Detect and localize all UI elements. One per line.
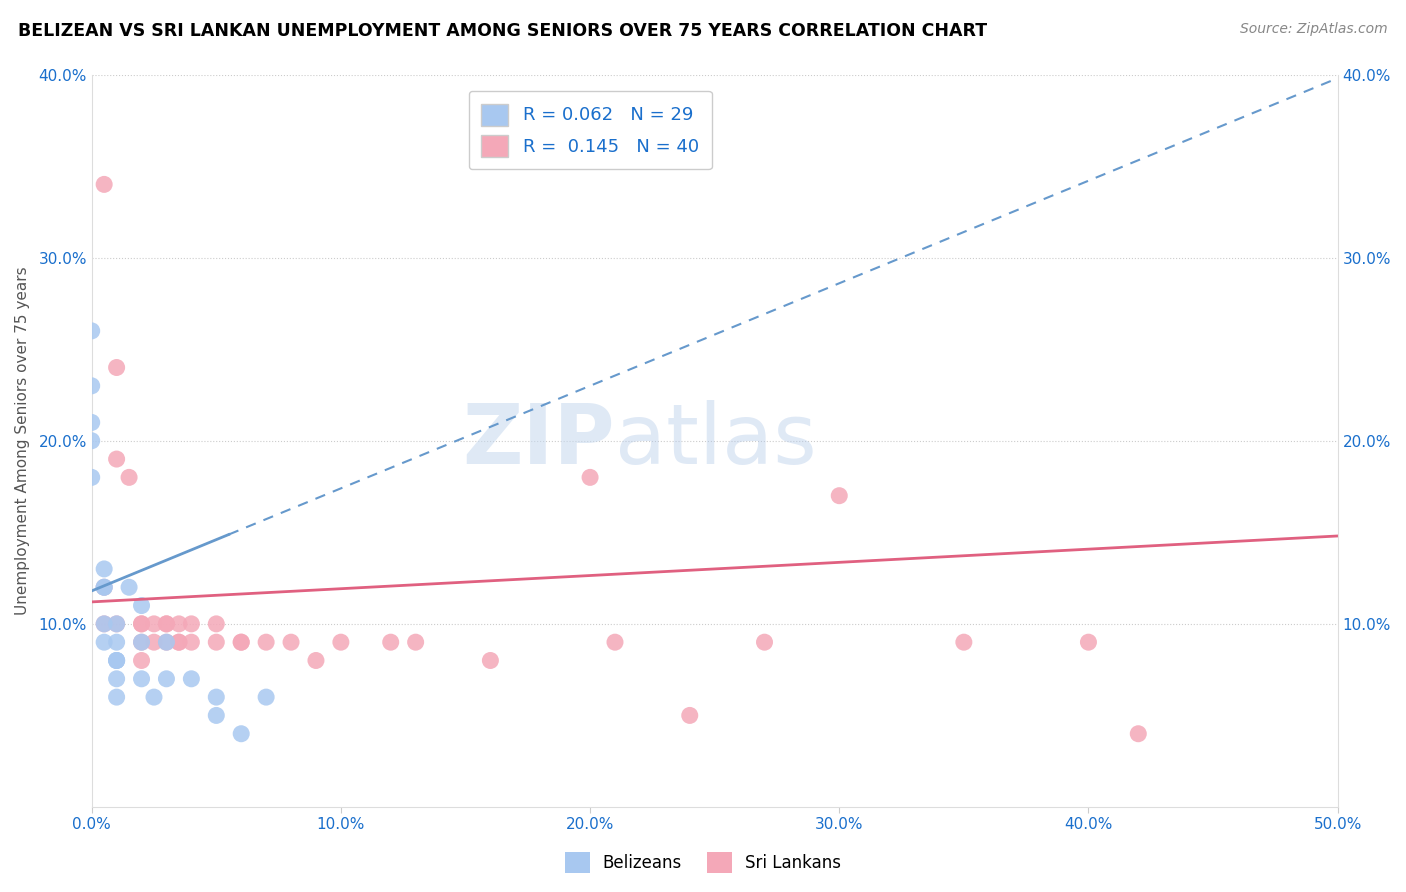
- Point: [105, 616, 128, 631]
- Point: [679, 708, 702, 723]
- Point: [205, 690, 228, 705]
- Point: [105, 635, 128, 649]
- Text: Source: ZipAtlas.com: Source: ZipAtlas.com: [1240, 22, 1388, 37]
- Point: [118, 580, 141, 594]
- Point: [405, 635, 427, 649]
- Point: [479, 653, 502, 667]
- Point: [105, 653, 128, 667]
- Point: [1077, 635, 1099, 649]
- Point: [105, 653, 128, 667]
- Point: [380, 635, 402, 649]
- Point: [205, 708, 228, 723]
- Point: [254, 690, 277, 705]
- Point: [80, 379, 103, 393]
- Point: [80, 416, 103, 430]
- Point: [231, 635, 253, 649]
- Point: [131, 616, 153, 631]
- Point: [93, 616, 115, 631]
- Point: [93, 580, 115, 594]
- Point: [155, 616, 177, 631]
- Point: [131, 653, 153, 667]
- Point: [118, 470, 141, 484]
- Point: [105, 672, 128, 686]
- Point: [579, 470, 602, 484]
- Point: [131, 635, 153, 649]
- Point: [105, 360, 128, 375]
- Point: [603, 635, 626, 649]
- Point: [329, 635, 352, 649]
- Point: [131, 616, 153, 631]
- Point: [180, 616, 202, 631]
- Point: [93, 635, 115, 649]
- Point: [155, 616, 177, 631]
- Point: [80, 470, 103, 484]
- Point: [105, 616, 128, 631]
- Point: [80, 434, 103, 448]
- Point: [180, 635, 202, 649]
- Point: [105, 653, 128, 667]
- Point: [131, 599, 153, 613]
- Point: [205, 616, 228, 631]
- Point: [80, 324, 103, 338]
- Text: ZIP: ZIP: [463, 401, 614, 482]
- Point: [143, 635, 166, 649]
- Point: [93, 580, 115, 594]
- Point: [167, 616, 190, 631]
- Point: [167, 635, 190, 649]
- Point: [131, 635, 153, 649]
- Point: [155, 635, 177, 649]
- Point: [205, 635, 228, 649]
- Point: [143, 616, 166, 631]
- Point: [167, 635, 190, 649]
- Point: [953, 635, 976, 649]
- Point: [105, 690, 128, 705]
- Point: [1128, 727, 1150, 741]
- Text: atlas: atlas: [614, 401, 817, 482]
- Point: [93, 580, 115, 594]
- Y-axis label: Unemployment Among Seniors over 75 years: Unemployment Among Seniors over 75 years: [15, 267, 30, 615]
- Point: [828, 489, 851, 503]
- Point: [93, 562, 115, 576]
- Point: [105, 452, 128, 467]
- Point: [93, 178, 115, 192]
- Point: [754, 635, 776, 649]
- Point: [254, 635, 277, 649]
- Point: [155, 635, 177, 649]
- Point: [305, 653, 328, 667]
- Point: [155, 672, 177, 686]
- Point: [231, 727, 253, 741]
- Point: [143, 690, 166, 705]
- Point: [231, 635, 253, 649]
- Legend: R = 0.062   N = 29, R =  0.145   N = 40: R = 0.062 N = 29, R = 0.145 N = 40: [468, 91, 711, 169]
- Legend: Belizeans, Sri Lankans: Belizeans, Sri Lankans: [558, 846, 848, 880]
- Point: [180, 672, 202, 686]
- Point: [93, 616, 115, 631]
- Text: BELIZEAN VS SRI LANKAN UNEMPLOYMENT AMONG SENIORS OVER 75 YEARS CORRELATION CHAR: BELIZEAN VS SRI LANKAN UNEMPLOYMENT AMON…: [18, 22, 987, 40]
- Point: [280, 635, 302, 649]
- Point: [131, 672, 153, 686]
